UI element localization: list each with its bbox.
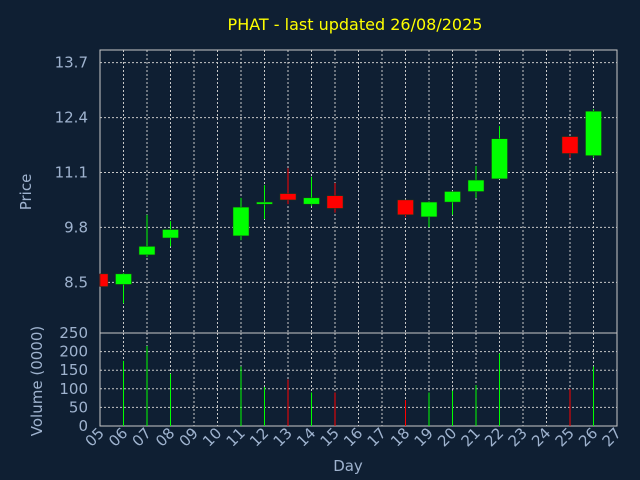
x-axis: 0506070809101112131415161718192021222324… [82, 424, 625, 450]
candle-body-up [115, 273, 132, 285]
x-tick-label: 22 [481, 424, 507, 450]
candle-body-up [491, 138, 508, 180]
candle-body-up [303, 197, 320, 205]
price-tick-label: 12.4 [55, 109, 88, 127]
x-tick-label: 20 [434, 424, 460, 450]
x-tick-label: 13 [270, 424, 296, 450]
candle-body-up [232, 206, 250, 237]
x-tick-label: 25 [552, 424, 578, 450]
volume-tick-label: 50 [69, 398, 88, 416]
price-tick-label: 13.7 [55, 54, 88, 72]
x-tick-label: 06 [105, 424, 131, 450]
volume-axis-label: Volume (0000) [28, 326, 46, 436]
candle-body-up [138, 246, 156, 256]
volume-tick-label: 250 [59, 324, 88, 342]
x-tick-label: 15 [317, 424, 343, 450]
x-tick-label: 11 [223, 424, 249, 450]
x-tick-label: 09 [176, 424, 202, 450]
x-tick-label: 10 [199, 424, 225, 450]
x-tick-label: 12 [246, 424, 272, 450]
candle-body-up [420, 201, 438, 218]
candle-body-down [326, 195, 344, 209]
x-tick-label: 08 [152, 424, 178, 450]
x-tick-label: 16 [340, 424, 366, 450]
price-tick-label: 9.8 [64, 218, 88, 236]
price-panel: 13.7 12.4 11.1 9.8 8.5 [55, 49, 618, 334]
chart-title: PHAT - last updated 26/08/2025 [228, 15, 483, 34]
x-tick-label: 14 [293, 424, 319, 450]
volume-tick-label: 0 [78, 417, 88, 435]
x-tick-label: 26 [575, 424, 601, 450]
price-axis-label: Price [17, 174, 35, 211]
x-tick-label: 21 [458, 424, 484, 450]
volume-tick-label: 100 [59, 380, 88, 398]
candle-body-down [99, 273, 109, 287]
candle-body-down [397, 199, 414, 215]
candle-body-up [444, 191, 461, 203]
price-tick-label: 8.5 [64, 273, 88, 291]
volume-tick-label: 150 [59, 361, 88, 379]
x-axis-label: Day [333, 457, 363, 475]
x-tick-label: 17 [364, 424, 390, 450]
x-tick-label: 18 [387, 424, 413, 450]
candle-body-up [585, 110, 602, 156]
x-tick-label: 27 [599, 424, 625, 450]
candle-body-up [256, 201, 273, 205]
candle-body-up [467, 179, 485, 192]
x-tick-label: 23 [505, 424, 531, 450]
price-tick-label: 11.1 [55, 163, 88, 181]
candle-body-down [279, 193, 297, 201]
x-tick-label: 24 [528, 424, 554, 450]
volume-tick-label: 200 [59, 343, 88, 361]
candle-body-up [162, 229, 179, 239]
candle-body-down [561, 136, 579, 154]
x-tick-label: 19 [411, 424, 437, 450]
x-tick-label: 07 [129, 424, 155, 450]
